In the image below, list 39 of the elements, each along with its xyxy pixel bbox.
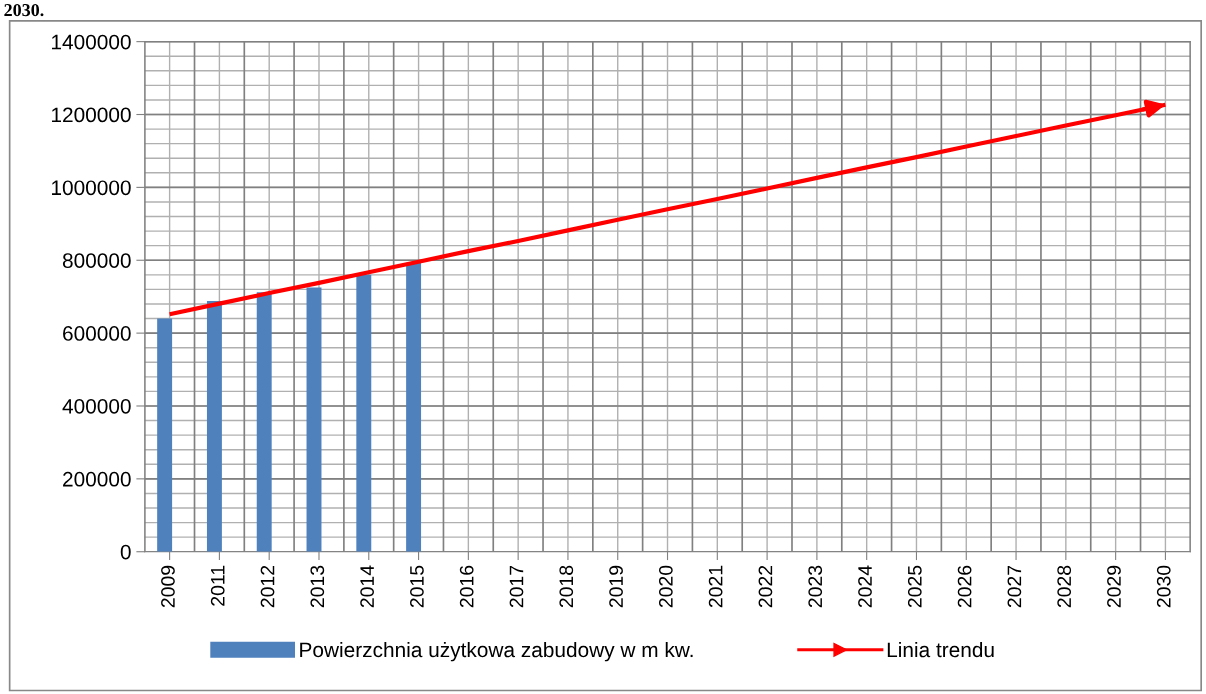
x-tick-label: 2018 — [559, 565, 574, 608]
x-tick-label: 2028 — [1057, 565, 1072, 608]
y-tick-label: 1200000 — [52, 107, 131, 123]
x-tick-label: 2027 — [1007, 565, 1022, 608]
bar — [256, 292, 272, 552]
x-tick-label: 2021 — [708, 565, 723, 608]
x-tick-label: 2013 — [310, 565, 325, 608]
x-tick-label: 2020 — [658, 565, 673, 608]
x-tick-label: 2012 — [260, 565, 275, 608]
y-tick-label: 1400000 — [52, 34, 131, 50]
bar — [206, 301, 222, 552]
y-tick-label: 200000 — [63, 471, 131, 487]
x-tick-label: 2022 — [758, 565, 773, 608]
x-tick-label: 2016 — [459, 565, 474, 608]
x-tick-label: 2014 — [360, 565, 374, 608]
legend-label: Linia trendu — [887, 641, 994, 658]
x-tick-label: 2030 — [1156, 565, 1171, 608]
y-tick-label: 1000000 — [52, 180, 131, 196]
x-tick-label: 2011 — [210, 565, 225, 606]
y-tick-label: 0 — [120, 544, 131, 560]
x-tick-label: 2026 — [957, 565, 972, 608]
x-tick-label: 2029 — [1107, 565, 1121, 608]
x-tick-label: 2025 — [907, 565, 922, 608]
line-series — [167, 102, 1168, 317]
x-tick-label: 2017 — [509, 565, 524, 608]
x-tick-label: 2023 — [808, 565, 823, 608]
text: 2030. — [4, 3, 44, 17]
legend-label: Powierzchnia użytkowa zabudowy w m kw. — [300, 641, 693, 662]
y-tick-label: 600000 — [63, 326, 131, 341]
y-tick-label: 800000 — [62, 253, 131, 268]
bar — [306, 287, 322, 552]
bar — [406, 262, 422, 552]
x-tick-label: 2015 — [410, 565, 424, 608]
x-tick-label: 2024 — [858, 565, 872, 608]
y-tick-label: 400000 — [62, 398, 131, 414]
bar — [157, 318, 173, 552]
bar — [356, 274, 372, 552]
x-tick-label: 2009 — [161, 565, 175, 608]
x-tick-label: 2019 — [609, 565, 623, 608]
